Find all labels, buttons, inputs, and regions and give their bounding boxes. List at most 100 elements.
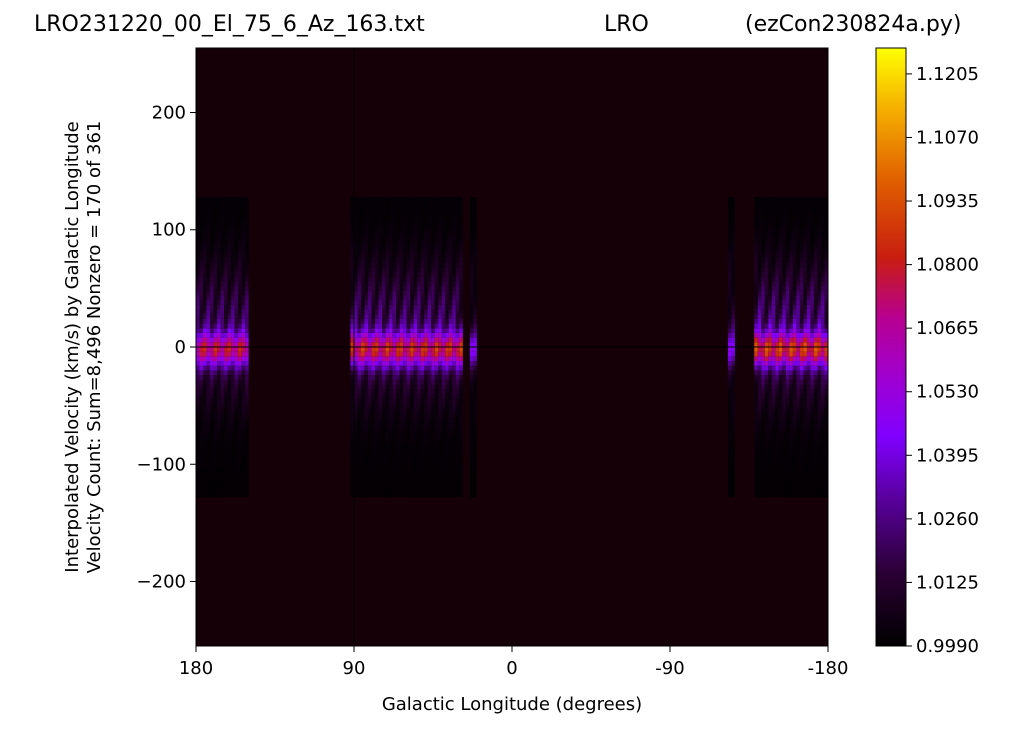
heatmap-cell — [768, 295, 772, 301]
heatmap-cell — [350, 464, 354, 469]
heatmap-cell — [406, 445, 411, 451]
heatmap-cell — [754, 342, 758, 347]
heatmap-cell — [424, 328, 428, 333]
heatmap-cell — [413, 412, 418, 418]
heatmap-cell — [420, 487, 425, 493]
heatmap-cell — [459, 196, 463, 202]
heatmap-cell — [227, 215, 232, 221]
heatmap-cell — [799, 459, 804, 465]
heatmap-cell — [368, 201, 372, 207]
heatmap-cell — [217, 314, 221, 319]
heatmap-cell — [203, 323, 207, 329]
heatmap-cell — [245, 234, 249, 240]
heatmap-cell — [768, 342, 772, 347]
heatmap-cell — [210, 215, 214, 221]
heatmap-cell — [196, 384, 200, 390]
heatmap-cell — [455, 347, 460, 352]
heatmap-cell — [385, 229, 390, 235]
heatmap-cell — [350, 389, 354, 394]
heatmap-cell — [817, 257, 821, 263]
heatmap-cell — [403, 229, 407, 235]
colorbar-tick-label: 1.1205 — [916, 64, 979, 85]
heatmap-cell — [824, 356, 828, 362]
heatmap-cell — [452, 276, 456, 282]
heatmap-cell — [796, 370, 800, 376]
heatmap-cell — [824, 459, 828, 465]
heatmap-cell — [813, 276, 818, 282]
heatmap-cell — [203, 271, 207, 277]
heatmap-cell — [350, 196, 354, 202]
heatmap-cell — [817, 304, 821, 310]
heatmap-cell — [754, 323, 758, 329]
heatmap-cell — [757, 440, 762, 446]
heatmap-cell — [403, 271, 407, 277]
heatmap-cell — [785, 234, 790, 240]
heatmap-cell — [754, 403, 758, 408]
heatmap-cell — [406, 271, 411, 277]
heatmap-cell — [761, 239, 765, 244]
heatmap-cell — [803, 445, 807, 451]
heatmap-cell — [424, 286, 428, 291]
heatmap-cell — [799, 286, 804, 291]
heatmap-cell — [813, 384, 818, 390]
heatmap-cell — [417, 407, 421, 413]
heatmap-cell — [206, 295, 211, 301]
heatmap-cell — [234, 328, 239, 333]
heatmap-cell — [810, 248, 814, 254]
heatmap-cell — [731, 361, 735, 366]
heatmap-cell — [771, 318, 776, 324]
heatmap-cell — [196, 225, 200, 230]
heatmap-cell — [796, 445, 800, 451]
x-tick-label: 0 — [506, 658, 517, 679]
heatmap-cell — [199, 389, 204, 394]
heatmap-cell — [224, 206, 228, 211]
heatmap-cell — [820, 483, 825, 488]
heatmap-cell — [396, 478, 400, 484]
heatmap-cell — [754, 361, 758, 366]
heatmap-cell — [417, 473, 421, 479]
heatmap-cell — [445, 234, 449, 240]
heatmap-cell — [754, 478, 758, 484]
heatmap-cell — [455, 253, 460, 258]
heatmap-cell — [245, 478, 249, 484]
y-tick-label: −100 — [137, 454, 186, 475]
heatmap-cell — [382, 361, 386, 366]
heatmap-cell — [434, 417, 439, 423]
heatmap-cell — [245, 262, 249, 268]
heatmap-cell — [368, 267, 372, 272]
heatmap-cell — [796, 234, 800, 240]
heatmap-cell — [371, 440, 376, 446]
heatmap-cell — [389, 468, 393, 474]
heatmap-cell — [452, 417, 456, 423]
heatmap-cell — [764, 422, 769, 427]
heatmap-cell — [196, 478, 200, 484]
heatmap-cell — [789, 271, 793, 277]
heatmap-cell — [806, 426, 811, 432]
heatmap-cell — [413, 347, 418, 352]
heatmap-cell — [813, 445, 818, 451]
heatmap-cell — [448, 290, 453, 296]
heatmap-cell — [364, 422, 369, 427]
heatmap-cell — [196, 450, 200, 455]
heatmap-cell — [764, 253, 769, 258]
heatmap-cell — [448, 454, 453, 460]
heatmap-cell — [796, 332, 800, 338]
heatmap-cell — [459, 412, 463, 418]
heatmap-cell — [231, 426, 235, 432]
heatmap-cell — [445, 440, 449, 446]
heatmap-cell — [792, 440, 797, 446]
heatmap-cell — [217, 459, 221, 465]
heatmap-cell — [792, 248, 797, 254]
heatmap-cell — [368, 492, 372, 498]
heatmap-cell — [406, 431, 411, 437]
heatmap-cell — [731, 398, 735, 404]
heatmap-cell — [768, 318, 772, 324]
heatmap-cell — [210, 403, 214, 408]
heatmap-cell — [368, 318, 372, 324]
heatmap-cell — [220, 271, 225, 277]
heatmap-cell — [768, 361, 772, 366]
heatmap-cell — [206, 398, 211, 404]
heatmap-cell — [420, 361, 425, 366]
heatmap-cell — [761, 220, 765, 226]
heatmap-cell — [810, 483, 814, 488]
